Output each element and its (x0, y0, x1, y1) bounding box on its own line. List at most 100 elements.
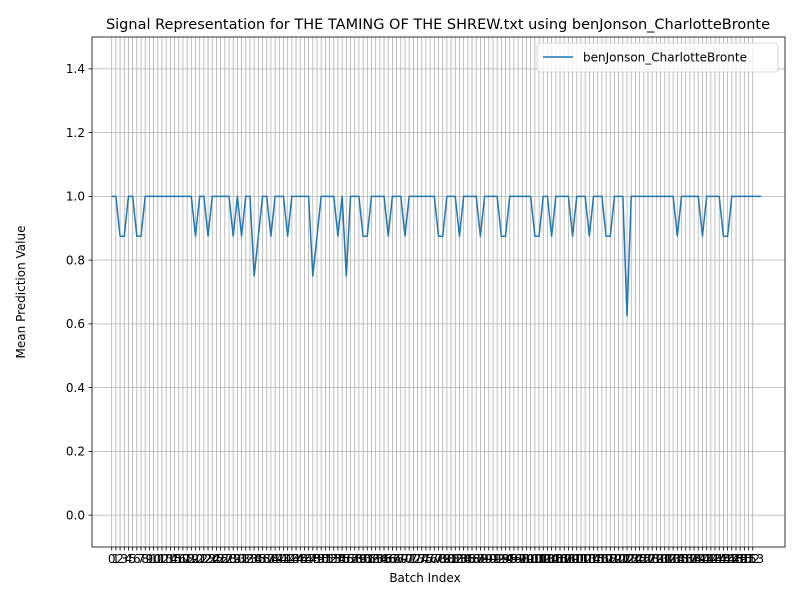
x-tick-label: 138 (678, 552, 701, 566)
axis-ticks: 0123456789101112131415161718192021222324… (66, 62, 764, 566)
x-tick-label: 10 (146, 552, 161, 566)
x-tick-label: 77 (427, 552, 442, 566)
x-tick-label: 20 (188, 552, 203, 566)
x-tick-label: 28 (221, 552, 236, 566)
x-tick-label: 7 (137, 552, 145, 566)
x-tick-label: 137 (674, 552, 697, 566)
x-tick-label: 33 (242, 552, 257, 566)
x-tick-label: 93 (494, 552, 509, 566)
x-tick-label: 82 (448, 552, 463, 566)
x-tick-label: 32 (238, 552, 253, 566)
x-tick-label: 150 (729, 552, 752, 566)
x-tick-label: 78 (431, 552, 446, 566)
x-tick-label: 61 (360, 552, 375, 566)
chart-title: Signal Representation for THE TAMING OF … (106, 17, 770, 33)
x-tick-label: 104 (536, 552, 559, 566)
legend: benJonson_CharlotteBronte (536, 42, 779, 73)
x-tick-label: 9 (146, 552, 154, 566)
x-tick-label: 27 (217, 552, 232, 566)
x-tick-label: 100 (519, 552, 542, 566)
x-tick-label: 51 (318, 552, 333, 566)
x-tick-label: 37 (259, 552, 274, 566)
x-tick-label: 63 (368, 552, 383, 566)
x-tick-label: 72 (406, 552, 421, 566)
x-tick-label: 151 (733, 552, 756, 566)
x-tick-label: 0 (108, 552, 116, 566)
x-tick-label: 74 (414, 552, 429, 566)
x-tick-label: 67 (385, 552, 400, 566)
x-tick-label: 11 (150, 552, 165, 566)
x-tick-label: 16 (171, 552, 186, 566)
x-tick-label: 94 (498, 552, 513, 566)
x-tick-label: 88 (473, 552, 488, 566)
x-tick-label: 69 (393, 552, 408, 566)
x-tick-label: 40 (272, 552, 287, 566)
x-tick-label: 19 (184, 552, 199, 566)
x-tick-label: 89 (477, 552, 492, 566)
y-tick-label: 1.0 (66, 190, 85, 204)
x-tick-label: 47 (301, 552, 316, 566)
x-tick-label: 120 (603, 552, 626, 566)
x-tick-label: 87 (469, 552, 484, 566)
x-tick-label: 24 (205, 552, 220, 566)
series-layer (111, 195, 762, 317)
x-tick-label: 17 (175, 552, 190, 566)
x-tick-label: 13 (159, 552, 174, 566)
x-tick-label: 132 (653, 552, 676, 566)
x-tick-label: 21 (192, 552, 207, 566)
x-tick-label: 43 (284, 552, 299, 566)
x-tick-label: 95 (502, 552, 517, 566)
x-tick-label: 105 (540, 552, 563, 566)
x-tick-label: 14 (163, 552, 178, 566)
x-tick-label: 136 (670, 552, 693, 566)
x-tick-label: 30 (230, 552, 245, 566)
x-tick-label: 2 (116, 552, 124, 566)
x-tick-label: 118 (595, 552, 618, 566)
y-tick-label: 1.4 (66, 62, 85, 76)
x-tick-label: 145 (708, 552, 731, 566)
x-tick-label: 85 (460, 552, 475, 566)
x-tick-label: 12 (154, 552, 169, 566)
x-tick-label: 123 (616, 552, 639, 566)
y-tick-label: 1.2 (66, 126, 85, 140)
x-tick-label: 146 (712, 552, 735, 566)
x-tick-label: 55 (334, 552, 349, 566)
x-tick-label: 148 (720, 552, 743, 566)
x-tick-label: 84 (456, 552, 471, 566)
x-tick-label: 130 (645, 552, 668, 566)
x-tick-label: 133 (657, 552, 680, 566)
x-tick-label: 29 (226, 552, 241, 566)
x-tick-label: 135 (666, 552, 689, 566)
x-tick-label: 147 (716, 552, 739, 566)
x-tick-label: 97 (510, 552, 525, 566)
x-tick-label: 1 (112, 552, 120, 566)
y-tick-label: 0.2 (66, 445, 85, 459)
x-tick-label: 81 (443, 552, 458, 566)
x-tick-label: 102 (528, 552, 551, 566)
x-tick-label: 66 (381, 552, 396, 566)
x-tick-label: 39 (267, 552, 282, 566)
x-tick-label: 91 (485, 552, 500, 566)
x-tick-label: 34 (247, 552, 262, 566)
x-tick-label: 76 (422, 552, 437, 566)
x-tick-label: 26 (213, 552, 228, 566)
x-tick-label: 109 (557, 552, 580, 566)
x-tick-label: 107 (549, 552, 572, 566)
x-tick-label: 31 (234, 552, 249, 566)
x-tick-label: 52 (322, 552, 337, 566)
x-tick-label: 59 (351, 552, 366, 566)
y-tick-label: 0.6 (66, 317, 85, 331)
x-tick-label: 54 (330, 552, 345, 566)
x-tick-label: 79 (435, 552, 450, 566)
x-tick-label: 134 (662, 552, 685, 566)
x-tick-label: 70 (397, 552, 412, 566)
x-tick-label: 75 (418, 552, 433, 566)
x-axis-label: Batch Index (389, 571, 460, 585)
x-tick-label: 65 (376, 552, 391, 566)
x-tick-label: 140 (687, 552, 710, 566)
x-tick-label: 80 (439, 552, 454, 566)
x-tick-label: 15 (167, 552, 182, 566)
x-tick-label: 36 (255, 552, 270, 566)
